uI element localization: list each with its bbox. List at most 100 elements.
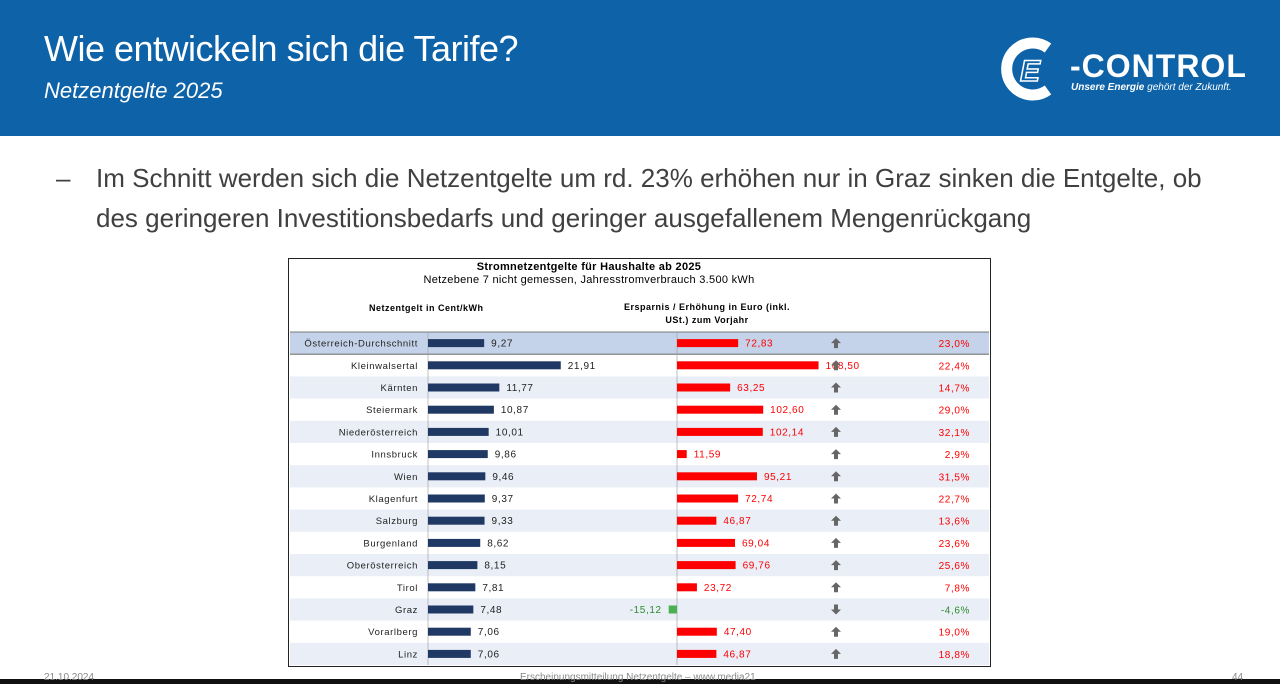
left-column-header: Netzentgelt in Cent/kWh (369, 303, 484, 313)
footer-bar (0, 679, 1280, 684)
netzentgelt-value-label: 8,62 (487, 538, 509, 549)
netzentgelt-value-label: 9,27 (491, 339, 513, 350)
percent-change-label: 14,7% (939, 384, 970, 395)
netzentgelt-value-label: 10,87 (501, 405, 529, 416)
change-value-label: 69,04 (742, 538, 770, 549)
bullet-text: Im Schnitt werden sich die Netzentgelte … (96, 163, 1202, 233)
netzentgelt-value-label: 11,77 (506, 383, 533, 394)
chart-title: Stromnetzentgelte für Haushalte ab 2025 (476, 261, 702, 273)
tariff-chart: Stromnetzentgelte für Haushalte ab 2025 … (288, 258, 991, 667)
category-label: Wien (394, 472, 418, 483)
netzentgelt-value-label: 21,91 (568, 361, 596, 372)
percent-change-label: 29,0% (939, 406, 970, 417)
change-value-label: 102,14 (770, 427, 804, 438)
category-label: Kleinwalsertal (351, 361, 418, 372)
footer-date: 21.10.2024 (44, 672, 95, 683)
change-bar (668, 605, 677, 614)
change-value-label: 72,74 (745, 494, 773, 505)
percent-change-label: 7,8% (945, 583, 970, 594)
change-value-label: 63,25 (737, 383, 765, 394)
change-bar (677, 627, 717, 636)
percent-change-label: 2,9% (945, 450, 970, 461)
footer-center-text: Erscheinungsmitteilung Netzentgelte – ww… (520, 672, 756, 683)
netzentgelt-value-label: 10,01 (496, 427, 524, 438)
category-label: Tirol (397, 583, 418, 594)
netzentgelt-bar (428, 583, 476, 592)
change-bar (677, 383, 731, 392)
logo-tagline-bold: Unsere Energie (1071, 82, 1145, 93)
netzentgelt-bar (428, 538, 481, 547)
arrow-up-icon (831, 582, 841, 593)
change-bar (677, 649, 717, 658)
change-value-label: 102,60 (770, 405, 804, 416)
category-label: Niederösterreich (339, 427, 418, 438)
arrow-up-icon (831, 493, 841, 504)
category-label: Salzburg (376, 516, 418, 527)
e-control-logo: E -CONTROL Unsere Energie gehört der Zuk… (1000, 34, 1250, 104)
netzentgelt-value-label: 9,33 (492, 516, 514, 527)
logo-text: -CONTROL (1070, 48, 1247, 84)
page-title: Wie entwickeln sich die Tarife? (44, 28, 519, 69)
netzentgelt-bar (428, 339, 485, 348)
change-bar (677, 561, 736, 570)
logo-letter: E (1020, 55, 1041, 88)
arrow-up-icon (831, 426, 841, 437)
right-header-line2: USt.) zum Vorjahr (665, 315, 749, 325)
change-bar (677, 427, 763, 436)
netzentgelt-bar (428, 383, 500, 392)
category-label: Linz (398, 649, 418, 660)
arrow-up-icon (831, 449, 841, 460)
arrow-up-icon (831, 382, 841, 393)
footer-page-number: 44 (1232, 672, 1244, 683)
percent-change-label: 32,1% (939, 428, 970, 439)
right-header-line1: Ersparnis / Erhöhung in Euro (inkl. (623, 302, 790, 312)
arrow-up-icon (831, 626, 841, 637)
change-bar (677, 339, 739, 348)
arrow-up-icon (831, 515, 841, 526)
netzentgelt-value-label: 9,37 (492, 494, 514, 505)
arrow-down-icon (831, 604, 841, 615)
change-bar (677, 361, 819, 370)
change-value-label: 168,50 (826, 361, 860, 372)
row-background (290, 465, 989, 488)
change-value-label: 46,87 (723, 516, 751, 527)
logo-tagline-rest: gehört der Zukunft. (1144, 82, 1232, 93)
change-value-label: 11,59 (694, 450, 721, 461)
percent-change-label: 23,6% (939, 539, 970, 550)
header-bar: Wie entwickeln sich die Tarife? Netzentg… (0, 0, 1280, 136)
category-label: Oberösterreich (347, 561, 418, 572)
category-label: Klagenfurt (369, 494, 418, 505)
percent-change-label: 22,4% (939, 361, 970, 372)
netzentgelt-bar (428, 516, 485, 525)
netzentgelt-bar (428, 649, 471, 658)
category-label: Graz (395, 605, 418, 616)
change-bar (677, 472, 757, 481)
percent-change-label: 23,0% (939, 339, 970, 350)
change-value-label: -15,12 (630, 605, 662, 616)
logo-tagline: Unsere Energie gehört der Zukunft. (1071, 82, 1232, 93)
category-label: Kärnten (381, 383, 418, 394)
row-background (290, 376, 989, 399)
change-bar (677, 405, 764, 414)
netzentgelt-bar (428, 427, 489, 436)
change-value-label: 47,40 (724, 627, 752, 638)
row-background (290, 420, 989, 443)
chart-subtitle: Netzebene 7 nicht gemessen, Jahresstromv… (423, 274, 755, 286)
netzentgelt-bar (428, 561, 478, 570)
arrow-up-icon (831, 404, 841, 415)
change-bar (677, 583, 697, 592)
change-bar (677, 538, 735, 547)
category-label: Steiermark (366, 405, 418, 416)
netzentgelt-bar (428, 494, 485, 503)
bullet-dash: – (56, 163, 71, 193)
category-label: Österreich-Durchschnitt (304, 339, 418, 350)
arrow-up-icon (831, 471, 841, 482)
netzentgelt-value-label: 9,86 (495, 450, 517, 461)
netzentgelt-value-label: 7,81 (482, 583, 504, 594)
netzentgelt-value-label: 9,46 (492, 472, 514, 483)
category-label: Burgenland (363, 538, 418, 549)
arrow-up-icon (831, 648, 841, 659)
netzentgelt-bar (428, 450, 488, 459)
page-subtitle: Netzentgelte 2025 (44, 78, 223, 103)
netzentgelt-bar (428, 405, 494, 414)
